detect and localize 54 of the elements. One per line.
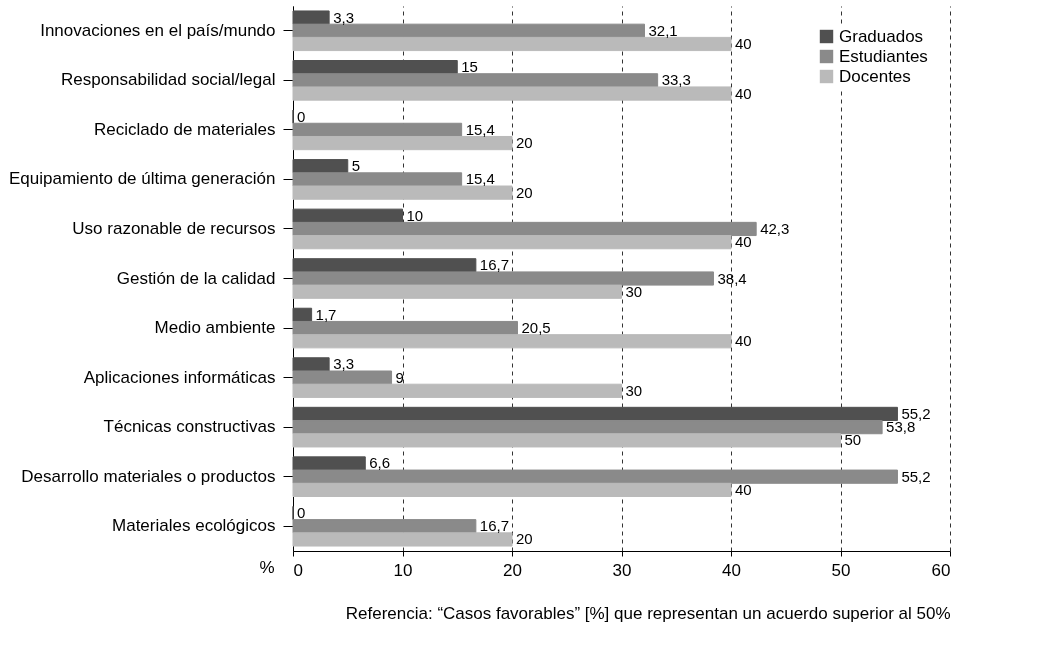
x-tick-label: 40 xyxy=(722,560,741,580)
data-label: 55,2 xyxy=(901,467,931,485)
x-tick-label: 0 xyxy=(293,560,303,580)
data-label: 40 xyxy=(735,480,752,498)
data-label: 0 xyxy=(297,107,306,125)
y-tick-label: Uso razonable de recursos xyxy=(72,218,276,238)
legend-label: Estudiantes xyxy=(839,46,928,66)
x-tick-label: 60 xyxy=(931,560,951,580)
data-label: 30 xyxy=(625,282,643,300)
data-label: 15,4 xyxy=(465,170,495,188)
legend-label: Graduados xyxy=(839,26,924,46)
y-tick-label: Reciclado de materiales xyxy=(94,119,276,139)
data-label: 40 xyxy=(735,233,752,251)
data-label: 6,6 xyxy=(369,454,391,472)
y-tick-label: Técnicas constructivas xyxy=(103,417,276,437)
x-tick-label: 20 xyxy=(503,560,522,580)
data-label: 3,3 xyxy=(333,355,354,373)
x-tick-label: 10 xyxy=(393,560,413,580)
data-label: 30 xyxy=(625,381,643,399)
data-label: 5 xyxy=(351,157,361,175)
y-tick-label: Desarrollo materiales o productos xyxy=(21,466,276,486)
data-label: 20,5 xyxy=(521,319,551,337)
data-label: 50 xyxy=(844,431,862,449)
data-label: 15 xyxy=(461,58,478,76)
data-label: 38,4 xyxy=(717,269,747,287)
data-label: 9 xyxy=(395,368,404,386)
data-label: 20 xyxy=(516,134,533,152)
x-tick-label: 50 xyxy=(831,560,851,580)
data-label: 0 xyxy=(297,504,306,522)
legend-label: Docentes xyxy=(839,66,911,86)
data-label: 32,1 xyxy=(648,21,678,39)
y-tick-label: Equipamiento de última generación xyxy=(8,169,276,189)
data-label: 10 xyxy=(406,206,424,224)
data-label: 20 xyxy=(516,530,533,548)
data-label: 40 xyxy=(735,332,752,350)
y-tick-label: Materiales ecológicos xyxy=(112,516,276,536)
data-label: 40 xyxy=(735,84,752,102)
y-tick-label: Gestión de la calidad xyxy=(116,268,276,288)
data-label: 15,4 xyxy=(465,120,495,138)
y-tick-label: Innovaciones en el país/mundo xyxy=(40,20,276,40)
y-tick-label: Medio ambiente xyxy=(154,318,276,338)
x-tick-label: 30 xyxy=(612,560,632,580)
y-tick-label: Aplicaciones informáticas xyxy=(83,367,276,387)
data-label: 20 xyxy=(516,183,533,201)
data-label: 3,3 xyxy=(333,8,354,26)
data-label: 40 xyxy=(735,34,752,52)
data-label: 33,3 xyxy=(661,71,691,89)
data-label: 42,3 xyxy=(760,219,790,237)
x-axis-title: % xyxy=(259,557,275,577)
y-tick-label: Responsabilidad social/legal xyxy=(60,70,276,90)
data-label: 16,7 xyxy=(479,517,510,535)
text: Referencia: “Casos favorables” [%] que representan un acuerdo superior al 50% xyxy=(345,604,951,623)
data-label: 1,7 xyxy=(315,305,337,323)
data-label: 16,7 xyxy=(479,256,510,274)
